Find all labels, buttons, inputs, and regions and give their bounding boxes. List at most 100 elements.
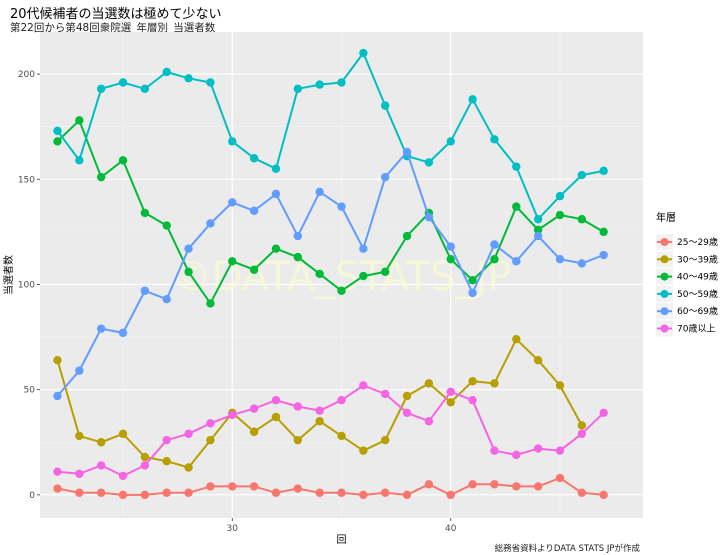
data-point-5 (402, 408, 412, 418)
data-point-0 (206, 482, 215, 491)
data-point-0 (315, 488, 324, 497)
y-tick-label: 0 (29, 491, 35, 501)
chart-caption: 総務省資料よりDATA STATS JPが作成 (494, 544, 640, 554)
data-point-1 (468, 377, 477, 386)
data-point-3 (359, 48, 368, 58)
data-point-2 (555, 210, 565, 220)
data-point-5 (206, 419, 215, 428)
data-point-0 (468, 480, 477, 489)
data-point-1 (315, 417, 324, 426)
data-point-2 (162, 221, 171, 230)
data-point-0 (446, 490, 455, 500)
data-point-2 (118, 156, 128, 165)
data-point-5 (118, 471, 128, 481)
data-point-4 (424, 212, 434, 222)
data-point-0 (555, 473, 565, 483)
data-point-2 (184, 267, 193, 277)
data-point-1 (206, 435, 215, 445)
data-point-1 (337, 431, 346, 441)
data-point-5 (140, 461, 150, 470)
data-point-1 (75, 431, 84, 441)
data-point-3 (512, 162, 521, 171)
data-point-3 (315, 80, 324, 89)
data-point-3 (206, 78, 215, 87)
data-point-0 (140, 490, 150, 500)
data-point-2 (293, 252, 303, 262)
data-point-5 (271, 395, 281, 405)
data-point-1 (96, 438, 106, 447)
data-point-0 (96, 488, 106, 497)
data-point-4 (446, 242, 455, 251)
data-point-2 (271, 244, 281, 253)
data-point-3 (293, 84, 303, 94)
data-point-3 (118, 78, 128, 87)
data-point-0 (380, 488, 390, 497)
data-point-0 (228, 482, 237, 491)
data-point-2 (402, 231, 412, 241)
data-point-2 (53, 137, 62, 146)
data-point-4 (184, 244, 193, 253)
data-point-2 (446, 255, 455, 264)
data-point-4 (533, 231, 543, 241)
data-point-1 (359, 446, 368, 455)
data-point-2 (315, 269, 324, 279)
data-point-1 (380, 435, 390, 445)
legend-item: 60～69歳 (656, 303, 718, 320)
data-point-5 (293, 402, 303, 411)
data-point-0 (402, 490, 412, 500)
data-point-3 (468, 95, 477, 104)
data-point-5 (577, 429, 587, 439)
data-point-1 (140, 452, 150, 462)
legend-key-point (660, 272, 669, 281)
data-point-5 (555, 446, 565, 455)
data-point-4 (337, 202, 346, 211)
data-point-5 (533, 444, 543, 453)
data-point-2 (359, 271, 368, 281)
data-point-3 (140, 84, 150, 94)
x-tick-label: 30 (227, 524, 239, 534)
data-point-5 (337, 395, 346, 405)
data-point-4 (249, 206, 259, 216)
data-point-5 (162, 435, 171, 445)
y-tick-label: 150 (18, 175, 35, 185)
legend-label: 70歳以上 (677, 323, 715, 335)
data-point-1 (293, 435, 303, 445)
data-point-0 (424, 480, 434, 489)
legend-item: 30～39歳 (656, 251, 718, 268)
data-point-2 (468, 276, 477, 285)
data-point-2 (249, 265, 259, 274)
data-point-1 (162, 456, 171, 466)
data-point-0 (53, 484, 62, 493)
data-point-3 (555, 191, 565, 201)
legend-key-point (660, 255, 669, 264)
data-point-5 (490, 446, 499, 455)
data-point-0 (293, 484, 303, 493)
legend-item: 70歳以上 (656, 320, 715, 337)
data-point-4 (228, 198, 237, 207)
data-point-3 (271, 164, 281, 173)
data-point-5 (424, 417, 434, 426)
data-point-2 (577, 215, 587, 224)
data-point-5 (315, 406, 324, 415)
data-point-4 (490, 240, 499, 249)
data-point-4 (140, 286, 150, 295)
y-tick-label: 50 (24, 386, 36, 396)
legend-item: 40～49歳 (656, 268, 718, 285)
data-point-1 (249, 427, 259, 436)
data-point-5 (512, 450, 521, 460)
data-point-1 (402, 391, 412, 401)
data-point-0 (249, 482, 259, 491)
data-point-2 (75, 116, 84, 125)
data-point-0 (512, 482, 521, 491)
data-point-3 (228, 137, 237, 146)
data-point-0 (359, 490, 368, 500)
data-point-0 (118, 490, 128, 500)
legend-label: 40～49歳 (677, 271, 718, 283)
data-point-0 (599, 490, 608, 500)
data-point-1 (184, 463, 193, 472)
data-point-1 (446, 398, 455, 407)
data-point-5 (468, 395, 477, 405)
x-tick-label: 40 (445, 524, 457, 534)
legend-label: 60～69歳 (677, 305, 718, 317)
data-point-2 (96, 172, 106, 182)
